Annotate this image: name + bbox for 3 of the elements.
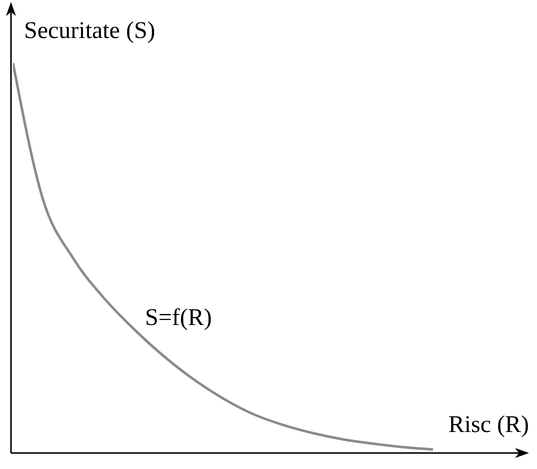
annotation: S=f(R) <box>145 305 212 331</box>
x-axis-title: Risc (R) <box>448 412 529 438</box>
y-axis-title: Securitate (S) <box>24 18 156 44</box>
